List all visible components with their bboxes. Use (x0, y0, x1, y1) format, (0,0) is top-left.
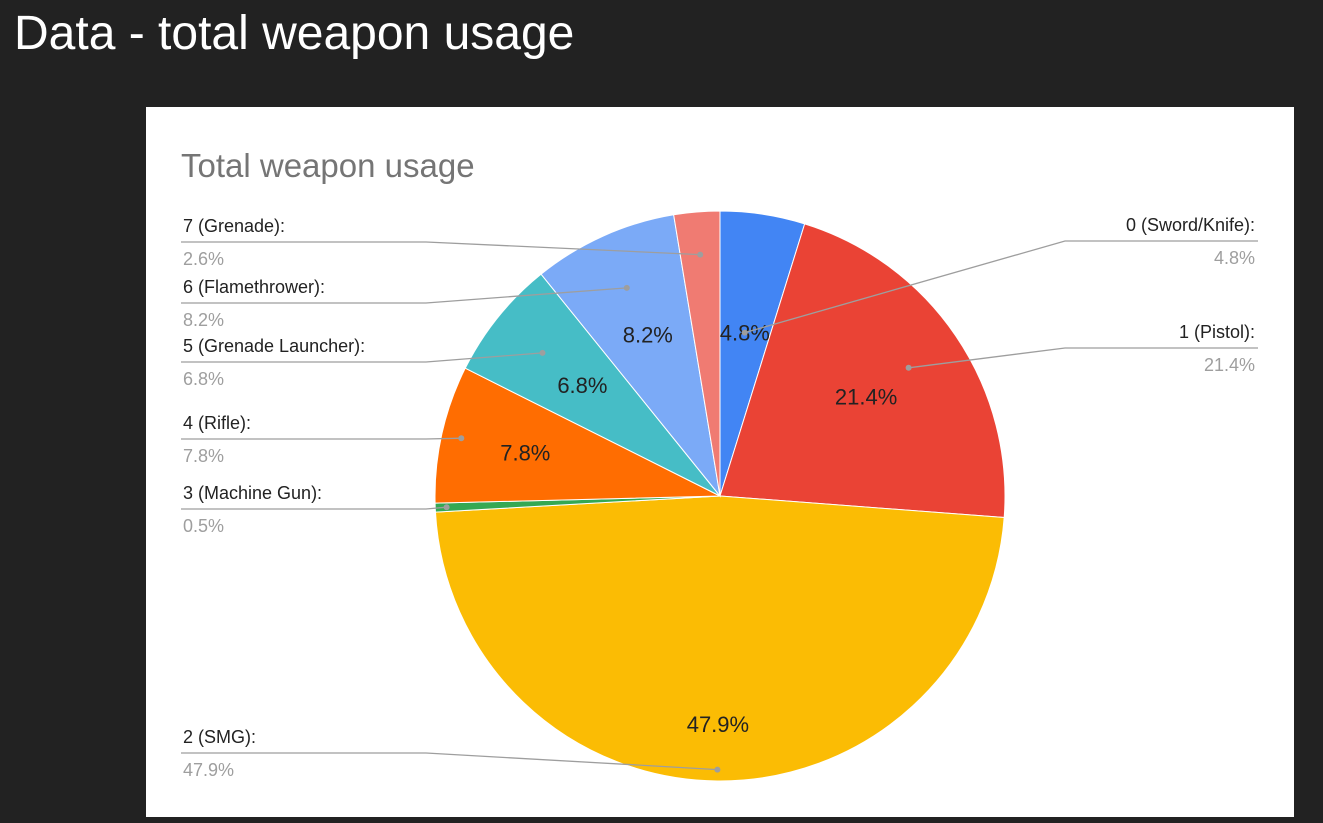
leader-line (181, 287, 627, 304)
leader-dot (539, 349, 546, 356)
leader-line (181, 506, 447, 510)
chart-card: Total weapon usage 4.8% 21.4% 47.9% 7.8% 6.8… (146, 107, 1294, 817)
legend-percent-5-grenade-launcher: 6.8% (183, 369, 224, 389)
legend-percent-7-grenade: 2.6% (183, 249, 224, 269)
legend-percent-0-sword-knife: 4.8% (1214, 248, 1255, 268)
chart-title: Total weapon usage (181, 147, 475, 184)
leader-dot (905, 364, 912, 371)
legend-label-3-machine-gun: 3 (Machine Gun): (183, 483, 322, 503)
pie-slice-4-rifle[interactable] (434, 367, 721, 504)
leaders-layer (181, 240, 1258, 773)
legend-percent-1-pistol: 21.4% (1204, 355, 1255, 375)
pie-chart: Total weapon usage 4.8% 21.4% 47.9% 7.8% 6.8… (181, 147, 1258, 782)
legend-label-0-sword-knife: 0 (Sword/Knife): (1126, 215, 1255, 235)
pie-slice-2-smg[interactable] (434, 495, 1005, 782)
leader-line (744, 240, 1258, 334)
pie-slice-6-flamethrower[interactable] (540, 214, 721, 498)
slice-value-label: 21.4% (835, 385, 897, 410)
legend-label-6-flamethrower: 6 (Flamethrower): (183, 277, 325, 297)
pie-slice-1-pistol[interactable] (719, 223, 1006, 519)
slice-value-label: 8.2% (623, 323, 673, 348)
legend-percent-2-smg: 47.9% (183, 760, 234, 780)
slice-value-label: 7.8% (500, 441, 550, 466)
legend-layer: 0 (Sword/Knife): 4.8% 1 (Pistol): 21.4% 2 (S… (183, 215, 1255, 780)
slide-title: Data - total weapon usage (14, 7, 575, 60)
leader-dot (714, 766, 721, 773)
slice-labels-layer: 4.8%21.4%47.9%7.8%6.8%8.2% (500, 321, 897, 737)
leader-dot (697, 251, 704, 258)
legend-label-2-smg: 2 (SMG): (183, 727, 256, 747)
leader-dot (443, 504, 450, 511)
leader-line (181, 241, 701, 256)
legend-label-1-pistol: 1 (Pistol): (1179, 322, 1255, 342)
slices-layer (434, 210, 1006, 782)
legend-percent-4-rifle: 7.8% (183, 446, 224, 466)
leader-dot (623, 284, 630, 291)
leader-line (181, 352, 543, 363)
leader-line (181, 752, 718, 771)
leader-line (181, 437, 462, 440)
pie-slice-7-grenade[interactable] (673, 210, 721, 497)
leader-dot (458, 435, 465, 442)
legend-percent-6-flamethrower: 8.2% (183, 310, 224, 330)
pie-slice-5-grenade-launcher[interactable] (464, 273, 721, 497)
slice-value-label: 47.9% (687, 712, 749, 737)
legend-label-5-grenade-launcher: 5 (Grenade Launcher): (183, 336, 365, 356)
legend-percent-3-machine-gun: 0.5% (183, 516, 224, 536)
legend-label-4-rifle: 4 (Rifle): (183, 413, 251, 433)
leader-dot (741, 329, 748, 336)
leader-line (908, 347, 1258, 369)
slice-value-label: 6.8% (557, 373, 607, 398)
legend-label-7-grenade: 7 (Grenade): (183, 216, 285, 236)
